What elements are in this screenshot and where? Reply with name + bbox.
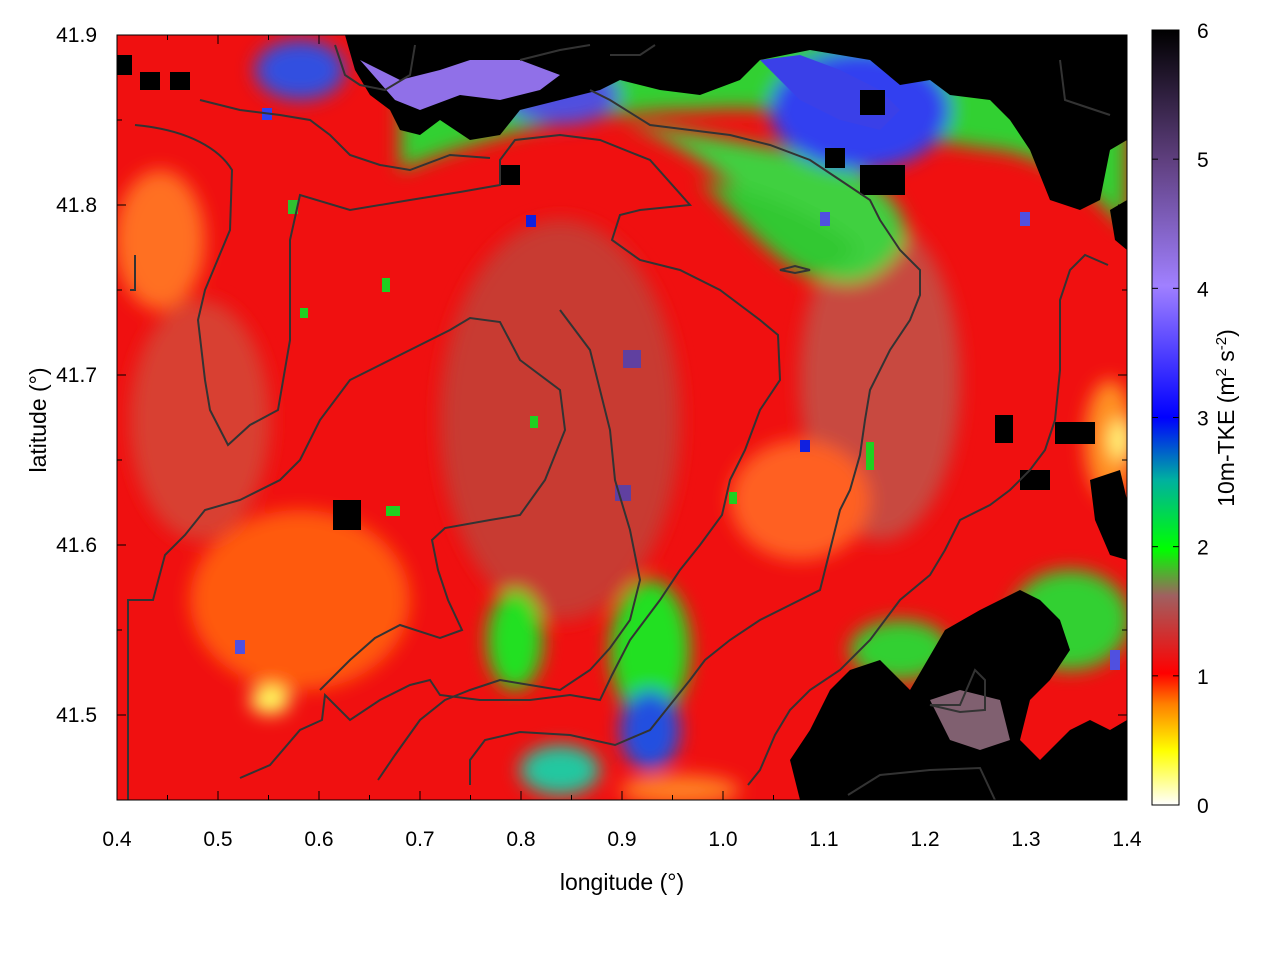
colorbar-tick-label: 1 <box>1197 666 1209 689</box>
high-tke-regions <box>117 35 1127 800</box>
colorbar-tick-label: 4 <box>1197 278 1209 301</box>
colorbar-tick-label: 0 <box>1197 795 1209 818</box>
colorbar-tick-label: 2 <box>1197 537 1209 560</box>
x-tick-label: 1.3 <box>1011 828 1040 851</box>
x-tick-label: 0.6 <box>304 828 333 851</box>
x-tick-label: 0.7 <box>405 828 434 851</box>
contour-lines <box>127 44 1111 800</box>
x-tick-label: 0.9 <box>607 828 636 851</box>
y-tick-label: 41.9 <box>56 24 97 47</box>
heatmap-field <box>117 35 1127 800</box>
y-tick-label: 41.6 <box>56 534 97 557</box>
y-axis-title: latitude (°) <box>25 367 51 472</box>
colorbar-tick-label: 3 <box>1197 408 1209 431</box>
x-tick-label: 0.8 <box>506 828 535 851</box>
y-axis: 41.5 41.6 41.7 41.8 41.9 <box>56 24 1127 801</box>
y-tick-label: 41.5 <box>56 704 97 727</box>
y-tick-label: 41.7 <box>56 364 97 387</box>
x-tick-label: 1.2 <box>910 828 939 851</box>
x-tick-label: 1.0 <box>708 828 737 851</box>
x-tick-label: 0.5 <box>203 828 232 851</box>
x-tick-label: 1.4 <box>1112 828 1142 851</box>
colorbar-tick-label: 6 <box>1197 20 1209 43</box>
x-axis: 0.4 0.5 0.6 0.7 0.8 0.9 1.0 1.1 1.2 1.3 1.4 <box>102 35 1142 851</box>
x-tick-label: 1.1 <box>809 828 838 851</box>
colorbar-title: 10m-TKE (m2 s-2) <box>1213 329 1240 507</box>
x-axis-title: longitude (°) <box>560 869 684 895</box>
colorbar-axis: 0 1 2 3 4 5 6 <box>1152 20 1209 818</box>
colorbar-tick-label: 5 <box>1197 149 1209 172</box>
x-tick-label: 0.4 <box>102 828 132 851</box>
y-tick-label: 41.8 <box>56 194 97 217</box>
